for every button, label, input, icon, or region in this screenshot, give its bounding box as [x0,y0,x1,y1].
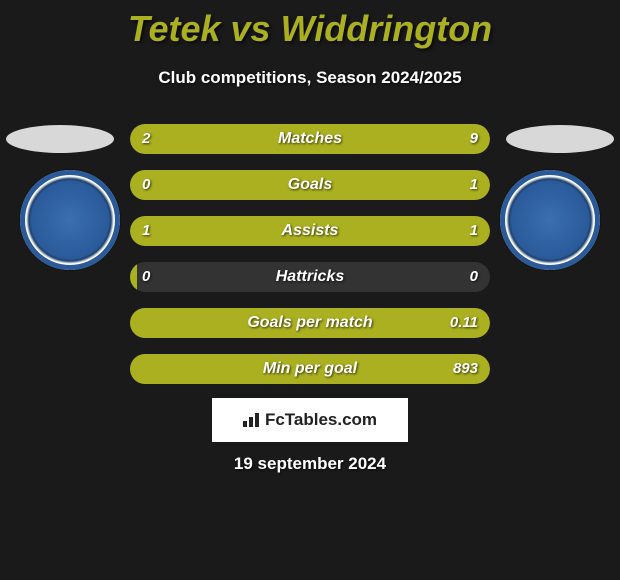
club-crest-left [20,170,120,270]
stat-row: Goals per match0.11 [130,308,490,338]
page-subtitle: Club competitions, Season 2024/2025 [0,68,620,88]
stat-label: Goals per match [130,308,490,338]
stat-value-right: 893 [453,354,478,384]
stat-value-left: 1 [142,216,150,246]
club-crest-right [500,170,600,270]
stat-row: Assists1 1 [130,216,490,246]
player-shadow-right [506,125,614,153]
stat-label: Hattricks [130,262,490,292]
stat-value-left: 0 [142,262,150,292]
stat-row: Min per goal893 [130,354,490,384]
stat-value-left: 0 [142,170,150,200]
brand-text: FcTables.com [265,410,377,430]
stat-value-right: 1 [470,170,478,200]
stat-value-right: 1 [470,216,478,246]
stat-label: Goals [130,170,490,200]
page-title: Tetek vs Widdrington [0,0,620,50]
stat-value-left: 2 [142,124,150,154]
comparison-chart: Matches29Goals01Assists11Hattricks00Goal… [130,124,490,400]
stat-value-right: 9 [470,124,478,154]
player-shadow-left [6,125,114,153]
stat-value-right: 0.11 [450,308,478,338]
stat-row: Matches2 9 [130,124,490,154]
stat-row: Hattricks0 0 [130,262,490,292]
bar-chart-icon [243,413,261,427]
stat-value-right: 0 [470,262,478,292]
brand-badge: FcTables.com [212,398,408,442]
report-date: 19 september 2024 [0,454,620,474]
stat-label: Assists [130,216,490,246]
stat-label: Matches [130,124,490,154]
stat-label: Min per goal [130,354,490,384]
stat-row: Goals0 1 [130,170,490,200]
